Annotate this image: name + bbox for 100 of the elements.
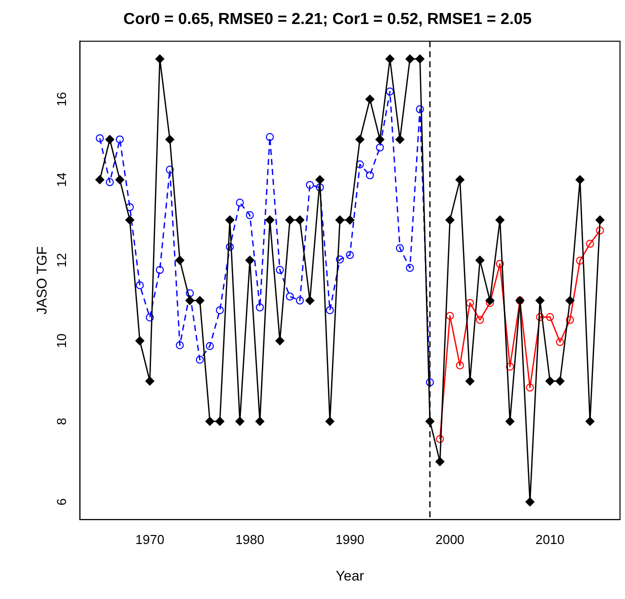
point bbox=[275, 336, 284, 346]
point bbox=[355, 134, 364, 144]
point bbox=[286, 292, 294, 301]
x-tick-label: 2000 bbox=[435, 532, 464, 547]
point bbox=[535, 296, 544, 306]
point bbox=[456, 361, 464, 370]
point bbox=[435, 457, 444, 466]
point bbox=[105, 134, 114, 144]
point bbox=[376, 144, 384, 152]
x-tick-label: 1980 bbox=[235, 532, 264, 547]
point bbox=[465, 376, 474, 386]
point bbox=[195, 296, 204, 306]
y-tick-label: 10 bbox=[54, 334, 69, 348]
point bbox=[135, 336, 144, 346]
point bbox=[506, 362, 514, 371]
point bbox=[265, 215, 274, 224]
point bbox=[306, 180, 314, 189]
point bbox=[496, 260, 504, 268]
point bbox=[246, 211, 254, 220]
point bbox=[235, 416, 244, 426]
point bbox=[426, 378, 434, 386]
point bbox=[555, 376, 564, 386]
point bbox=[405, 54, 414, 64]
point bbox=[336, 255, 344, 264]
x-tick-label: 2010 bbox=[536, 532, 564, 547]
point bbox=[145, 376, 154, 386]
point bbox=[566, 316, 574, 324]
point bbox=[285, 215, 294, 224]
y-tick-label: 8 bbox=[54, 418, 69, 425]
point bbox=[545, 376, 554, 386]
point bbox=[556, 338, 564, 346]
y-tick-label: 16 bbox=[54, 92, 69, 106]
point bbox=[215, 416, 224, 426]
x-tick-label: 1970 bbox=[135, 532, 164, 547]
point bbox=[455, 175, 464, 184]
point bbox=[125, 215, 134, 224]
point bbox=[586, 240, 594, 248]
point bbox=[436, 435, 444, 444]
point bbox=[416, 105, 424, 114]
point bbox=[276, 266, 284, 274]
point bbox=[186, 289, 194, 298]
point bbox=[146, 313, 154, 322]
point bbox=[525, 497, 534, 506]
point bbox=[546, 313, 554, 322]
point bbox=[446, 312, 454, 320]
x-axis-title: Year bbox=[336, 567, 364, 584]
point bbox=[316, 183, 324, 192]
point bbox=[216, 306, 224, 314]
point bbox=[396, 244, 404, 252]
chart-title: Cor0 = 0.65, RMSE0 = 2.21; Cor1 = 0.52, RMSE1 = 2.05 bbox=[123, 11, 532, 28]
point bbox=[95, 175, 104, 184]
point bbox=[176, 341, 184, 350]
point bbox=[395, 134, 404, 144]
point bbox=[466, 298, 474, 307]
point bbox=[345, 215, 354, 224]
point bbox=[236, 198, 244, 207]
point bbox=[526, 384, 534, 392]
point bbox=[595, 215, 604, 224]
point bbox=[175, 256, 184, 265]
point bbox=[326, 306, 334, 314]
y-tick-label: 12 bbox=[54, 253, 69, 268]
point bbox=[335, 215, 344, 224]
point bbox=[386, 88, 394, 96]
point bbox=[315, 175, 324, 184]
point bbox=[295, 215, 304, 224]
point bbox=[596, 226, 604, 234]
point bbox=[166, 166, 174, 174]
y-tick-label: 6 bbox=[54, 498, 69, 506]
point bbox=[365, 94, 374, 104]
point bbox=[255, 416, 264, 426]
point bbox=[495, 215, 504, 224]
point bbox=[296, 296, 304, 305]
point bbox=[165, 134, 174, 144]
point bbox=[505, 416, 514, 426]
point bbox=[485, 296, 494, 306]
point bbox=[185, 296, 194, 306]
point bbox=[205, 416, 214, 426]
point bbox=[406, 264, 414, 272]
point bbox=[575, 175, 584, 184]
x-tick-label: 1990 bbox=[335, 532, 364, 547]
point bbox=[346, 251, 354, 260]
point bbox=[325, 416, 334, 426]
point bbox=[475, 256, 484, 265]
point bbox=[536, 313, 544, 322]
point bbox=[116, 135, 124, 144]
point bbox=[115, 175, 124, 184]
point bbox=[156, 266, 164, 274]
point bbox=[256, 303, 264, 312]
point bbox=[155, 54, 164, 64]
point bbox=[385, 54, 394, 64]
point bbox=[196, 356, 204, 364]
y-axis-title: JASO TGF bbox=[33, 246, 50, 314]
point bbox=[305, 296, 314, 306]
point bbox=[476, 316, 484, 324]
point bbox=[375, 134, 384, 144]
point bbox=[206, 342, 214, 350]
point bbox=[225, 215, 234, 224]
point bbox=[226, 242, 234, 251]
y-tick-label: 14 bbox=[54, 172, 69, 187]
point bbox=[96, 134, 104, 142]
